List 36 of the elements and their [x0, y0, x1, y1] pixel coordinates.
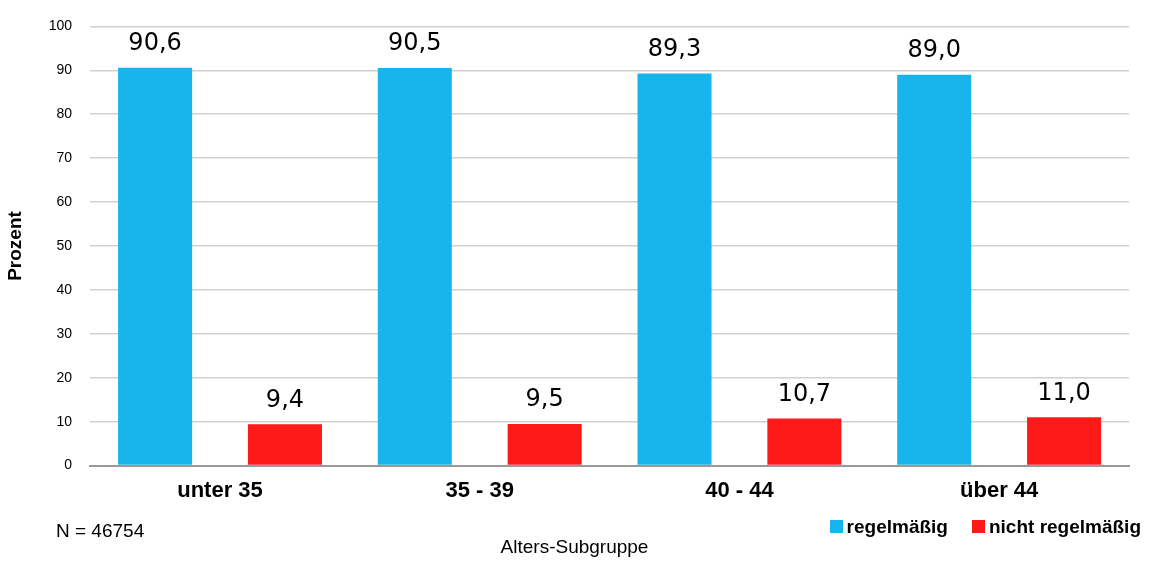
data-label: 9,5 — [525, 384, 564, 413]
x-tick-label: über 44 — [960, 476, 1040, 502]
y-tick-label: 40 — [56, 280, 73, 297]
data-label: 90,5 — [388, 28, 442, 57]
y-tick-label: 70 — [56, 149, 73, 166]
data-label: 89,0 — [907, 34, 961, 63]
y-tick-label: 10 — [56, 412, 73, 429]
y-tick-label: 0 — [64, 456, 73, 473]
bar — [377, 68, 452, 465]
data-label: 9,4 — [265, 384, 305, 413]
y-tick-label: 30 — [56, 324, 73, 341]
x-tick-label: 40 - 44 — [705, 476, 775, 502]
bar — [897, 74, 972, 465]
legend-label: nicht regelmäßig — [987, 516, 1141, 538]
data-label: 90,6 — [128, 27, 182, 56]
bar — [507, 423, 582, 465]
y-tick-label: 80 — [56, 105, 73, 122]
y-tick-label: 60 — [56, 192, 73, 209]
legend-label: regelmäßig — [845, 516, 948, 538]
bar — [767, 418, 842, 465]
x-axis-title: Alters-Subgruppe — [500, 536, 649, 557]
y-tick-label: 20 — [56, 368, 73, 385]
y-tick-label: 100 — [48, 17, 73, 34]
data-label: 11,0 — [1037, 377, 1091, 406]
bar — [247, 424, 322, 465]
data-label: 89,3 — [647, 33, 702, 62]
text: N = 46754 — [56, 520, 145, 542]
y-axis-title: Prozent — [3, 210, 25, 281]
y-tick-label: 50 — [56, 236, 73, 253]
bar — [637, 73, 712, 465]
y-tick-label: 90 — [56, 61, 73, 78]
x-tick-label: 35 - 39 — [445, 476, 514, 502]
bar — [1027, 417, 1102, 465]
bar — [118, 67, 193, 465]
x-tick-label: unter 35 — [177, 476, 263, 502]
data-label: 10,7 — [777, 378, 832, 407]
